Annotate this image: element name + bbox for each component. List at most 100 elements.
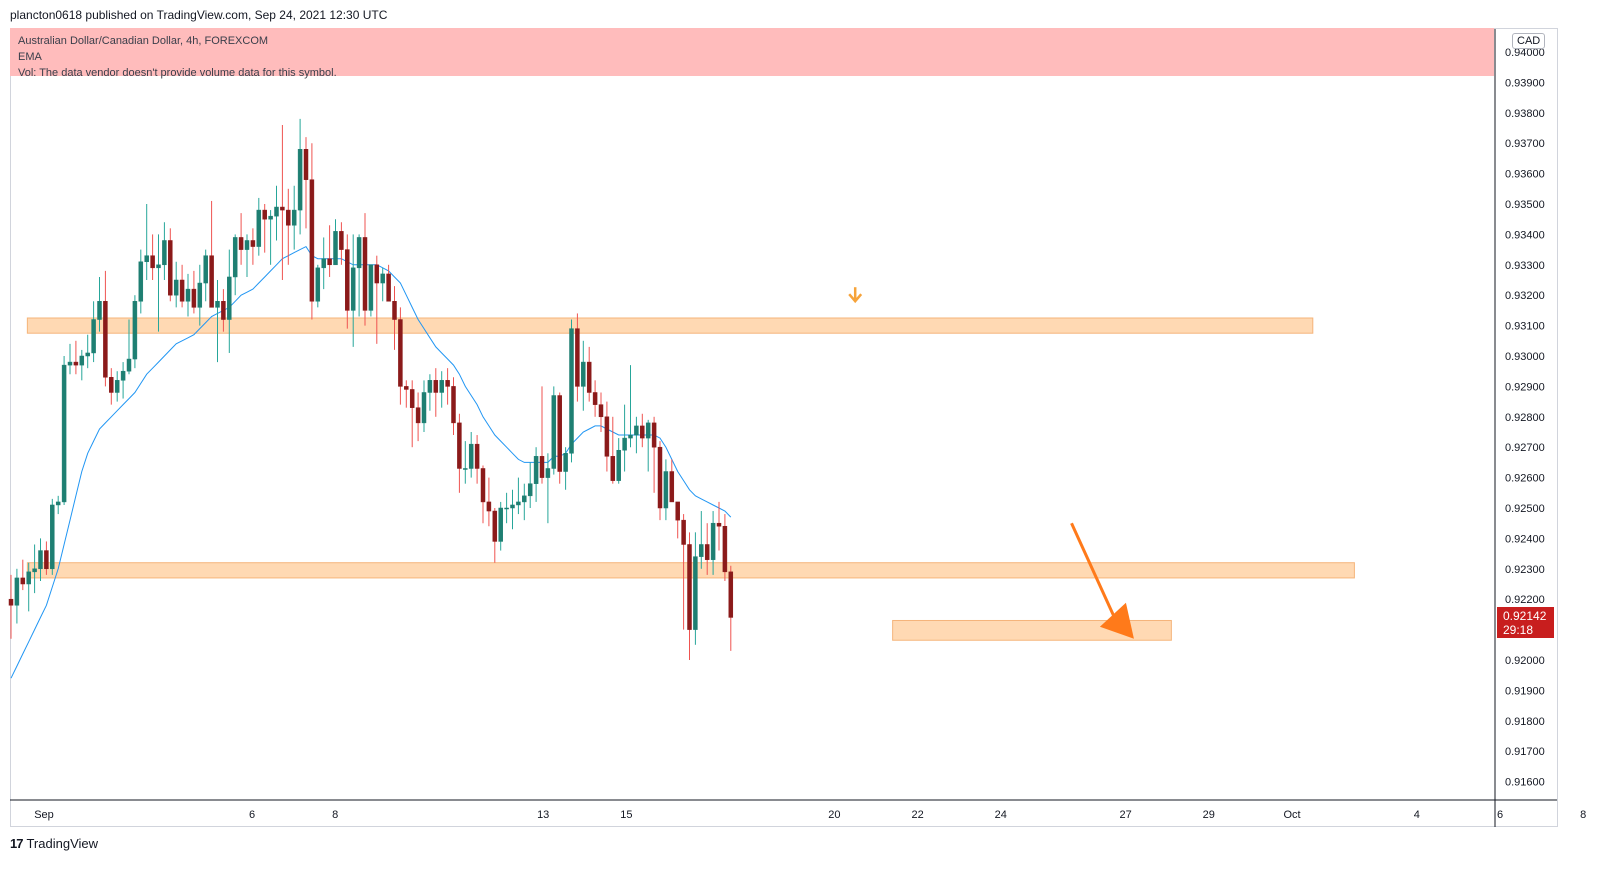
tradingview-logo-icon: 17 — [10, 836, 24, 851]
candle — [209, 200, 214, 308]
candle — [250, 228, 256, 265]
price-tick-label: 0.92900 — [1505, 381, 1545, 393]
candle — [274, 185, 279, 241]
price-tick-label: 0.94000 — [1505, 47, 1545, 59]
candle — [681, 514, 686, 630]
candle — [610, 416, 616, 484]
candle — [339, 222, 344, 265]
candle — [179, 264, 185, 308]
candle — [645, 419, 651, 472]
candle — [350, 234, 356, 347]
candle — [150, 234, 155, 280]
candle — [268, 210, 273, 265]
candle — [492, 508, 498, 563]
legend-ema[interactable]: EMA — [18, 51, 42, 63]
candle — [203, 249, 208, 302]
candle — [114, 371, 120, 402]
candle — [392, 286, 397, 350]
candle — [20, 559, 26, 591]
time-tick-label: Sep — [34, 809, 54, 821]
candle — [704, 523, 710, 575]
candle — [345, 234, 350, 329]
last-price-tag: 0.92142 29:18 — [1497, 607, 1554, 638]
publish-caption: plancton0618 published on TradingView.co… — [10, 8, 388, 22]
candle — [85, 334, 90, 369]
candle — [575, 313, 580, 402]
currency-badge[interactable]: CAD — [1512, 33, 1546, 49]
candle — [303, 137, 309, 229]
time-tick-label: 4 — [1414, 809, 1420, 821]
candle — [244, 234, 250, 277]
candle — [173, 261, 179, 308]
sr-zone-1 — [26, 317, 1314, 334]
candle — [50, 498, 55, 575]
candle — [486, 477, 492, 527]
candle — [238, 213, 244, 265]
candle — [468, 432, 474, 478]
candle — [55, 495, 61, 515]
candle — [73, 340, 79, 375]
candle — [327, 225, 332, 277]
candle — [91, 301, 96, 363]
candle — [197, 264, 203, 326]
candle — [162, 222, 167, 280]
candle — [315, 264, 321, 308]
candle — [451, 377, 456, 436]
price-tick-label: 0.93800 — [1505, 108, 1545, 120]
candle — [439, 371, 444, 408]
candle — [215, 280, 220, 363]
candle — [581, 340, 586, 411]
legend-volume: Vol: The data vendor doesn't provide vol… — [18, 67, 337, 79]
time-tick-label: 13 — [537, 809, 549, 821]
candle — [728, 565, 734, 651]
candle — [516, 477, 521, 515]
candle — [551, 386, 557, 475]
candle — [409, 380, 415, 448]
candle — [144, 204, 149, 280]
price-tick-label: 0.92800 — [1505, 412, 1545, 424]
candle — [504, 492, 509, 524]
candle — [8, 574, 14, 639]
candle — [168, 228, 173, 302]
candle — [527, 462, 533, 508]
candles-layer — [8, 118, 734, 660]
candle — [557, 392, 562, 484]
candle — [569, 319, 574, 463]
candle — [185, 273, 191, 317]
candle — [498, 501, 503, 551]
candle — [67, 343, 73, 375]
time-tick-label: 27 — [1119, 809, 1131, 821]
legend-symbol: Australian Dollar/Canadian Dollar, 4h, F… — [18, 35, 269, 47]
candle — [622, 404, 627, 472]
candle — [97, 276, 102, 332]
candle — [109, 368, 114, 405]
tradingview-logo[interactable]: 17 TradingView — [10, 836, 98, 851]
price-axis: 0.94000 0.93900 0.93800 0.93700 0.93600 0.935… — [1494, 29, 1545, 827]
time-tick-label: 15 — [620, 809, 632, 821]
candle — [297, 118, 303, 235]
price-tick-label: 0.92700 — [1505, 442, 1545, 454]
candle — [362, 213, 368, 326]
price-tick-label: 0.93900 — [1505, 77, 1545, 89]
candle — [120, 362, 126, 399]
time-tick-label: 24 — [995, 809, 1007, 821]
price-tick-label: 0.92500 — [1505, 503, 1545, 515]
candle — [628, 365, 633, 448]
candle — [404, 380, 409, 408]
candle — [533, 447, 539, 502]
candle — [563, 447, 568, 490]
candle — [79, 349, 85, 381]
candle — [280, 124, 285, 280]
price-tick-label: 0.93300 — [1505, 260, 1545, 272]
candle — [699, 511, 704, 569]
candle — [44, 541, 49, 575]
candle — [321, 237, 326, 290]
time-tick-label: 6 — [249, 809, 255, 821]
candle — [14, 568, 20, 624]
price-tick-label: 0.93000 — [1505, 351, 1545, 363]
candle — [286, 188, 291, 265]
candle — [693, 532, 698, 645]
candle — [657, 441, 663, 521]
candle — [710, 511, 716, 575]
